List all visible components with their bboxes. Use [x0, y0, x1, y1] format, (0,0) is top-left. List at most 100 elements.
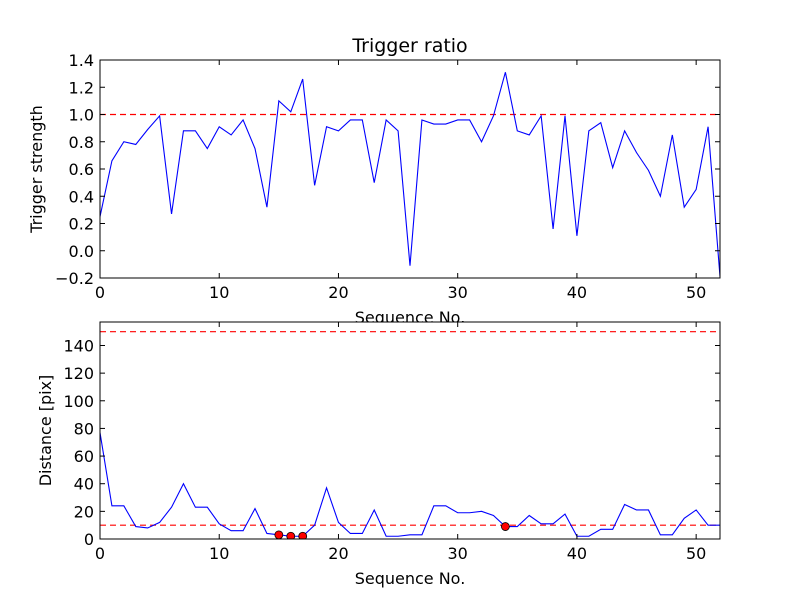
data-point	[135, 143, 137, 145]
y-tick-label: 100	[63, 392, 94, 411]
y-tick-label: 40	[74, 475, 94, 494]
data-point	[492, 514, 494, 516]
data-point	[635, 509, 637, 511]
data-point	[588, 535, 590, 537]
data-point	[492, 115, 494, 117]
y-tick-label: 1.4	[69, 51, 94, 70]
data-point-marker	[298, 531, 308, 539]
data-point	[313, 524, 315, 526]
data-point	[385, 535, 387, 537]
data-point	[445, 505, 447, 507]
data-point	[421, 119, 423, 121]
data-point	[433, 123, 435, 125]
data-point	[659, 195, 661, 197]
distance-chart: 0 10 20 30 40 50 0 20 40 60 80 100 120 140 Sequence No…	[36, 321, 721, 588]
y-tick-label: 60	[74, 447, 94, 466]
data-point	[409, 534, 411, 536]
y-tick-label: 0.6	[69, 160, 94, 179]
y-tick-label: −0.2	[55, 269, 94, 288]
data-point	[290, 111, 292, 113]
data-point	[397, 130, 399, 132]
data-point	[516, 525, 518, 527]
x-axis-label: Sequence No.	[355, 569, 466, 588]
data-point	[158, 521, 160, 523]
data-point	[695, 188, 697, 190]
data-point	[528, 134, 530, 136]
y-axis-label: Distance [pix]	[36, 375, 55, 487]
y-tick-label: 0.2	[69, 215, 94, 234]
y-tick-label: 0.8	[69, 133, 94, 152]
data-point	[325, 126, 327, 128]
series-line	[100, 72, 720, 277]
data-point	[468, 119, 470, 121]
data-point	[242, 119, 244, 121]
data-point	[230, 530, 232, 532]
data-point	[146, 527, 148, 529]
data-point	[623, 503, 625, 505]
data-point	[349, 532, 351, 534]
data-point	[301, 78, 303, 80]
y-tick-label: 1.2	[69, 78, 94, 97]
data-point	[540, 523, 542, 525]
data-point	[600, 121, 602, 123]
y-tick-label: 120	[63, 364, 94, 383]
x-tick-label: 40	[567, 544, 587, 563]
data-point	[659, 534, 661, 536]
data-point	[611, 528, 613, 530]
data-point	[468, 512, 470, 514]
data-point	[123, 141, 125, 143]
chart-title: Trigger ratio	[351, 35, 467, 57]
data-point	[123, 505, 125, 507]
y-tick-label: 1.0	[69, 106, 94, 125]
data-point	[647, 169, 649, 171]
data-point	[182, 483, 184, 485]
data-point	[158, 115, 160, 117]
data-point	[564, 513, 566, 515]
data-point	[445, 123, 447, 125]
data-point	[218, 126, 220, 128]
data-point	[361, 119, 363, 121]
data-point	[254, 507, 256, 509]
x-tick-label: 50	[686, 544, 706, 563]
x-tick-label: 40	[567, 283, 587, 302]
data-point	[385, 119, 387, 121]
data-point-marker	[274, 530, 284, 539]
data-point	[111, 160, 113, 162]
data-point-marker	[286, 531, 296, 539]
data-point	[206, 147, 208, 149]
data-point	[266, 532, 268, 534]
x-tick-label: 0	[95, 544, 105, 563]
data-point	[647, 509, 649, 511]
data-point	[194, 130, 196, 132]
data-point	[623, 130, 625, 132]
data-point	[182, 130, 184, 132]
data-point	[611, 166, 613, 168]
data-point	[671, 534, 673, 536]
trigger-ratio-chart: 0 10 20 30 40 50−0.20.00.20.40.60.81.01.21.4S…	[27, 35, 721, 327]
data-point	[337, 521, 339, 523]
series-line	[100, 432, 720, 537]
data-point	[230, 134, 232, 136]
data-point	[480, 510, 482, 512]
data-point	[516, 130, 518, 132]
y-tick-label: 0.4	[69, 187, 94, 206]
plot-content	[100, 331, 720, 539]
data-point	[242, 530, 244, 532]
data-point	[576, 235, 578, 237]
x-tick-label: 10	[209, 544, 229, 563]
data-point	[707, 126, 709, 128]
data-point	[683, 206, 685, 208]
data-point	[600, 528, 602, 530]
data-point	[635, 151, 637, 153]
data-point	[683, 517, 685, 519]
data-point	[707, 524, 709, 526]
data-point	[135, 525, 137, 527]
data-point	[146, 128, 148, 130]
data-point	[409, 265, 411, 267]
plot-frame	[99, 321, 721, 540]
data-point	[397, 535, 399, 537]
data-point	[313, 184, 315, 186]
data-point	[194, 506, 196, 508]
data-point-marker	[500, 522, 510, 531]
